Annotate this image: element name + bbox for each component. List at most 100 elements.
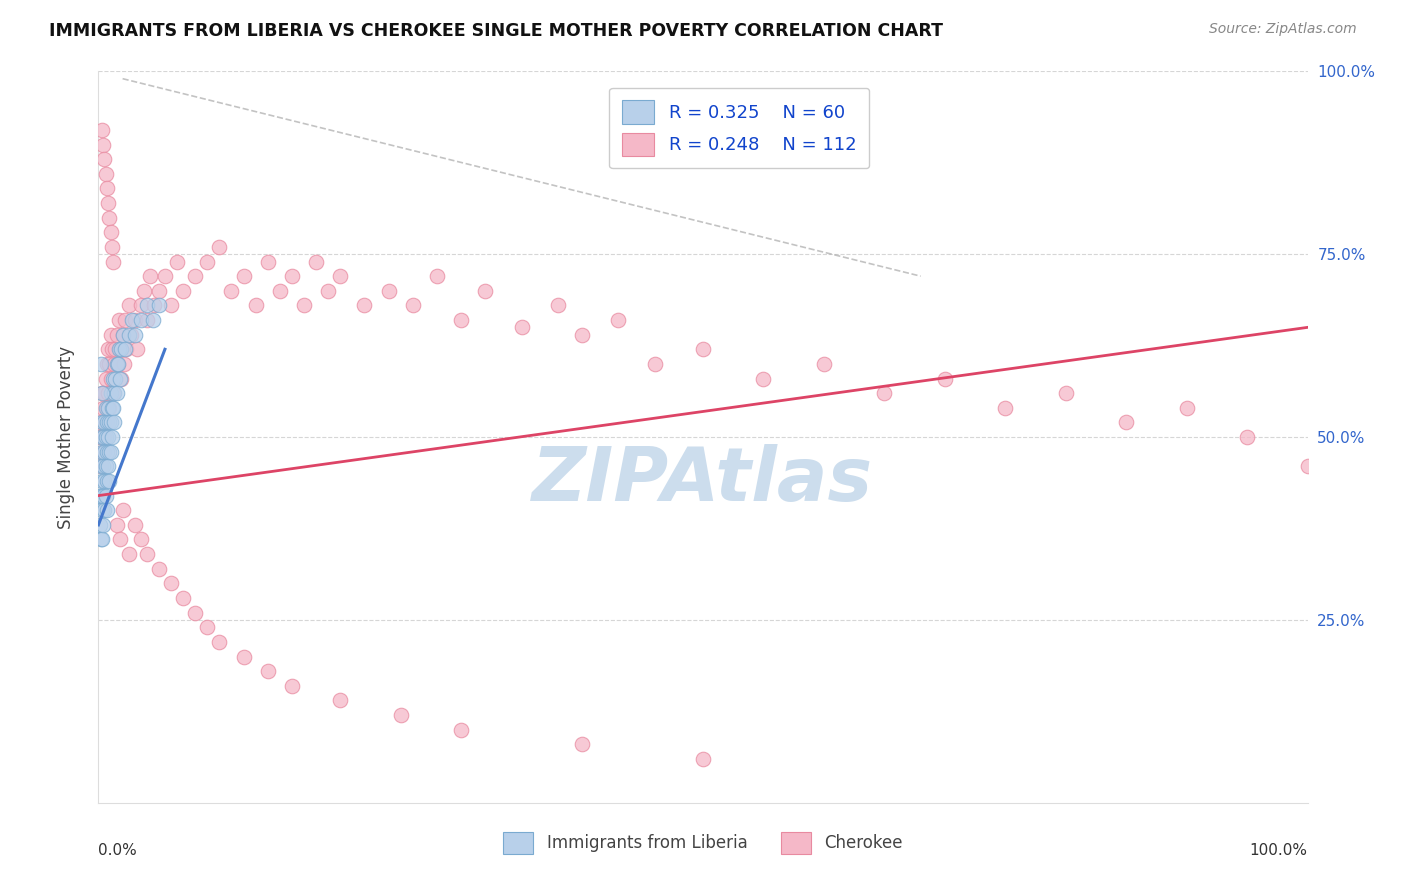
Point [195,254,218,268]
Point [96,181,118,195]
Point [100,240,122,254]
Point [91,444,114,458]
Point [110,371,132,385]
Point [644,357,666,371]
Point [93,152,115,166]
Point [101,401,124,415]
Point [329,693,352,707]
Point [114,313,136,327]
Point [172,591,194,605]
Point [91,430,114,444]
Point [118,298,141,312]
Point [107,357,129,371]
Point [100,416,122,430]
Point [105,327,128,342]
Point [135,313,157,327]
Point [160,298,183,312]
Point [114,343,136,357]
Point [90,430,112,444]
Point [1236,430,1258,444]
Point [107,357,129,371]
Point [91,459,114,474]
Point [184,269,207,284]
Point [120,327,142,342]
Point [110,343,132,357]
Point [93,430,115,444]
Point [96,416,118,430]
Point [111,327,134,342]
Point [97,459,120,474]
Point [813,357,835,371]
Point [105,386,128,401]
Point [91,444,114,458]
Y-axis label: Single Mother Poverty: Single Mother Poverty [56,345,75,529]
Point [389,708,412,723]
Point [90,459,112,474]
Point [98,401,121,415]
Point [91,416,114,430]
Point [97,386,120,401]
Point [142,313,165,327]
Point [118,547,141,561]
Point [96,401,118,415]
Point [101,254,124,268]
Point [121,313,143,327]
Point [94,489,117,503]
Point [450,313,472,327]
Point [111,503,134,517]
Point [91,533,114,547]
Point [89,517,111,532]
Point [129,533,152,547]
Point [129,313,152,327]
Point [103,386,125,401]
Point [143,298,166,312]
Point [98,444,121,458]
Point [353,298,375,312]
Point [101,371,124,385]
Point [1115,416,1137,430]
Point [111,327,134,342]
Point [195,620,218,634]
Point [97,343,120,357]
Point [692,343,714,357]
Point [96,444,118,458]
Point [112,357,135,371]
Point [108,313,131,327]
Point [100,430,122,444]
Point [98,211,121,225]
Point [90,357,112,371]
Point [934,371,956,385]
Point [148,298,170,312]
Point [153,269,176,284]
Point [90,489,112,503]
Point [148,562,170,576]
Point [160,576,183,591]
Point [97,401,120,415]
Point [105,517,128,532]
Point [166,254,188,268]
Point [752,371,775,385]
Point [91,401,114,415]
Point [292,298,315,312]
Point [474,284,496,298]
Point [94,167,117,181]
Point [100,343,122,357]
Point [208,240,231,254]
Point [148,284,170,298]
Point [90,459,112,474]
Point [305,254,328,268]
Text: IMMIGRANTS FROM LIBERIA VS CHEROKEE SINGLE MOTHER POVERTY CORRELATION CHART: IMMIGRANTS FROM LIBERIA VS CHEROKEE SING… [49,22,943,40]
Point [1296,459,1319,474]
Point [100,401,122,415]
Point [104,343,127,357]
Point [91,489,114,503]
Point [97,430,120,444]
Point [96,503,118,517]
Point [1175,401,1198,415]
Point [105,357,128,371]
Point [127,343,149,357]
Point [108,533,131,547]
Point [208,635,231,649]
Point [103,357,125,371]
Point [184,606,207,620]
